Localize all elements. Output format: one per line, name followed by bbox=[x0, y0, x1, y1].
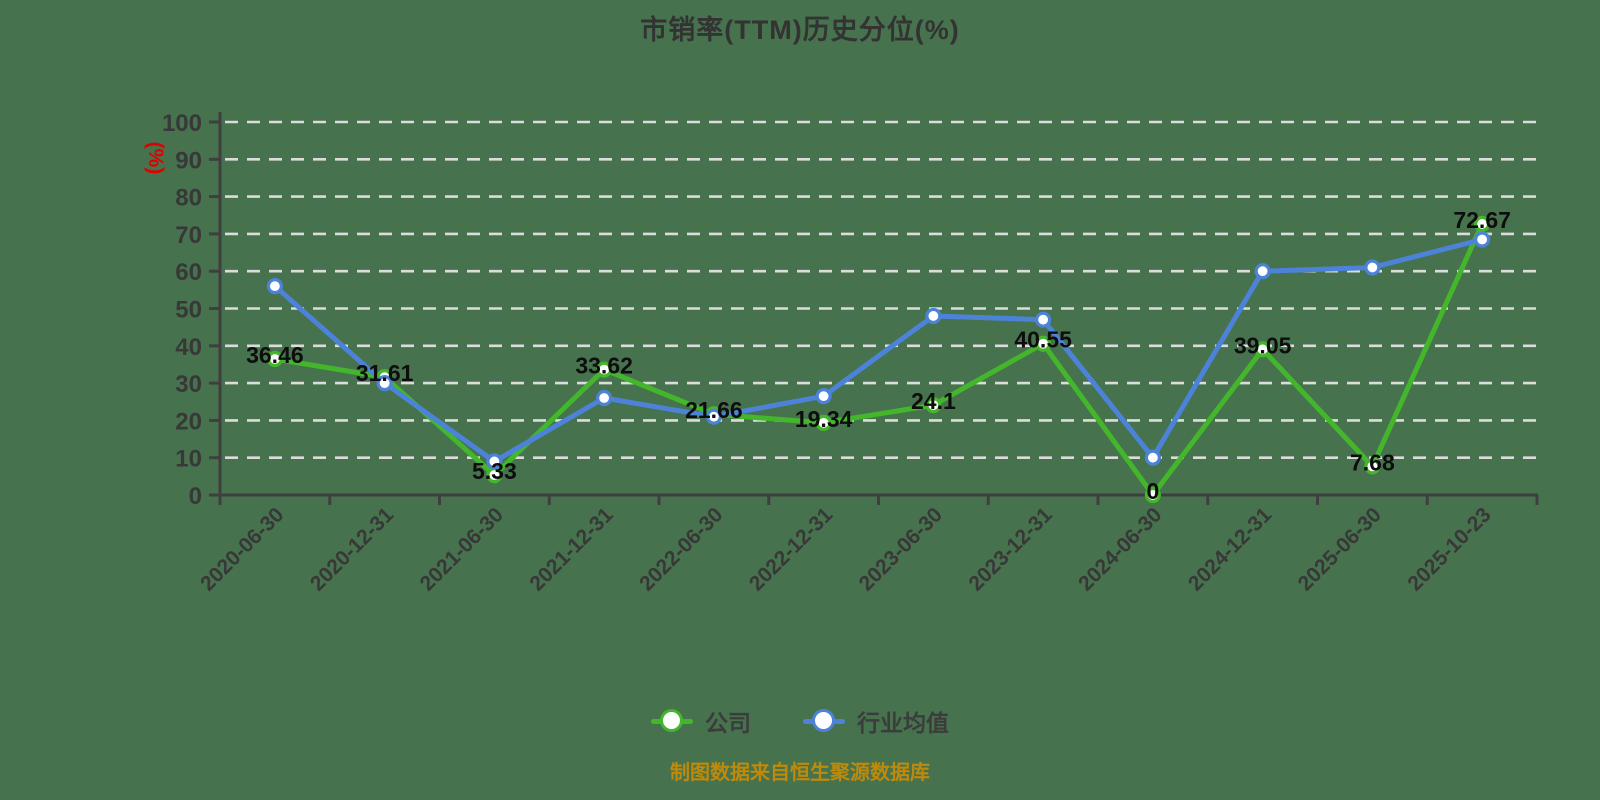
data-point-label: 19.34 bbox=[795, 406, 853, 432]
y-tick-label: 40 bbox=[175, 334, 202, 361]
page-title: 市销率(TTM)历史分位(%) bbox=[640, 15, 960, 45]
data-point[interactable] bbox=[815, 414, 832, 431]
x-tick-label: 2023-12-31 bbox=[964, 503, 1056, 595]
company-series-marker-icon bbox=[651, 708, 693, 734]
data-point[interactable] bbox=[1474, 215, 1491, 233]
data-point[interactable] bbox=[1035, 311, 1052, 328]
data-point[interactable] bbox=[266, 350, 283, 368]
data-point[interactable] bbox=[1035, 335, 1052, 352]
legend-item-industry-average[interactable]: 行业均值 bbox=[803, 704, 949, 738]
data-point[interactable] bbox=[1364, 259, 1381, 276]
x-tick-label: 2022-06-30 bbox=[635, 503, 727, 595]
series-line-1 bbox=[272, 236, 1485, 464]
data-point[interactable] bbox=[596, 389, 613, 407]
data-point-label: 0 bbox=[1146, 478, 1159, 504]
y-tick-label: 80 bbox=[175, 185, 202, 212]
y-tick-label: 50 bbox=[175, 297, 202, 324]
y-tick-label: 30 bbox=[175, 371, 202, 398]
data-point-label: 40.55 bbox=[1014, 327, 1072, 353]
x-tick-label: 2023-06-30 bbox=[855, 503, 947, 595]
x-tick-label: 2021-12-31 bbox=[525, 503, 617, 595]
data-point[interactable] bbox=[1474, 231, 1491, 248]
x-tick-label: 2025-10-23 bbox=[1403, 503, 1495, 595]
y-tick-label: 60 bbox=[175, 259, 202, 286]
y-tick-label: 70 bbox=[175, 222, 202, 249]
data-point-label: 72.67 bbox=[1453, 207, 1511, 233]
data-point-label: 31.61 bbox=[356, 360, 414, 386]
y-tick-label: 10 bbox=[175, 446, 202, 473]
x-tick-label: 2022-12-31 bbox=[745, 503, 837, 595]
legend-label-company: 公司 bbox=[705, 710, 751, 736]
x-tick-label: 2024-12-31 bbox=[1184, 503, 1276, 595]
data-point[interactable] bbox=[486, 453, 503, 470]
data-point[interactable] bbox=[925, 307, 942, 325]
data-point[interactable] bbox=[266, 278, 283, 295]
data-point-label: 39.05 bbox=[1234, 332, 1292, 358]
data-point[interactable] bbox=[1144, 486, 1161, 504]
data-point[interactable] bbox=[705, 408, 722, 425]
data-point[interactable] bbox=[1254, 263, 1271, 280]
data-point-label: 21.66 bbox=[685, 397, 743, 423]
data-point[interactable] bbox=[376, 375, 393, 392]
data-point-label: 36.46 bbox=[246, 342, 304, 368]
x-tick-label: 2025-06-30 bbox=[1294, 503, 1386, 595]
legend-label-industry-average: 行业均值 bbox=[857, 710, 949, 736]
data-point-label: 7.68 bbox=[1350, 449, 1395, 475]
data-point-label: 33.62 bbox=[575, 353, 633, 379]
x-tick-label: 2020-12-31 bbox=[306, 503, 398, 595]
x-tick-label: 2024-06-30 bbox=[1074, 503, 1166, 595]
y-tick-label: 90 bbox=[175, 147, 202, 174]
data-point[interactable] bbox=[596, 361, 613, 378]
data-point[interactable] bbox=[815, 388, 832, 405]
legend-item-company[interactable]: 公司 bbox=[651, 704, 751, 738]
y-tick-label: 20 bbox=[175, 408, 202, 435]
x-tick-label: 2021-06-30 bbox=[416, 503, 508, 595]
y-tick-label: 0 bbox=[189, 483, 202, 510]
x-tick-label: 2020-06-30 bbox=[196, 503, 288, 595]
y-tick-label: 100 bbox=[162, 110, 202, 137]
data-point-label: 24.1 bbox=[911, 388, 956, 414]
data-source-note: 制图数据来自恒生聚源数据库 bbox=[670, 762, 930, 784]
chart-legend: 公司 行业均值 bbox=[0, 704, 1600, 738]
data-point[interactable] bbox=[1144, 449, 1161, 466]
series-line-0 bbox=[272, 221, 1485, 498]
data-point[interactable] bbox=[925, 397, 942, 414]
data-point[interactable] bbox=[1364, 458, 1381, 475]
data-point[interactable] bbox=[1254, 341, 1271, 358]
data-point-label: 5.33 bbox=[472, 458, 517, 484]
industry-series-marker-icon bbox=[803, 708, 845, 734]
